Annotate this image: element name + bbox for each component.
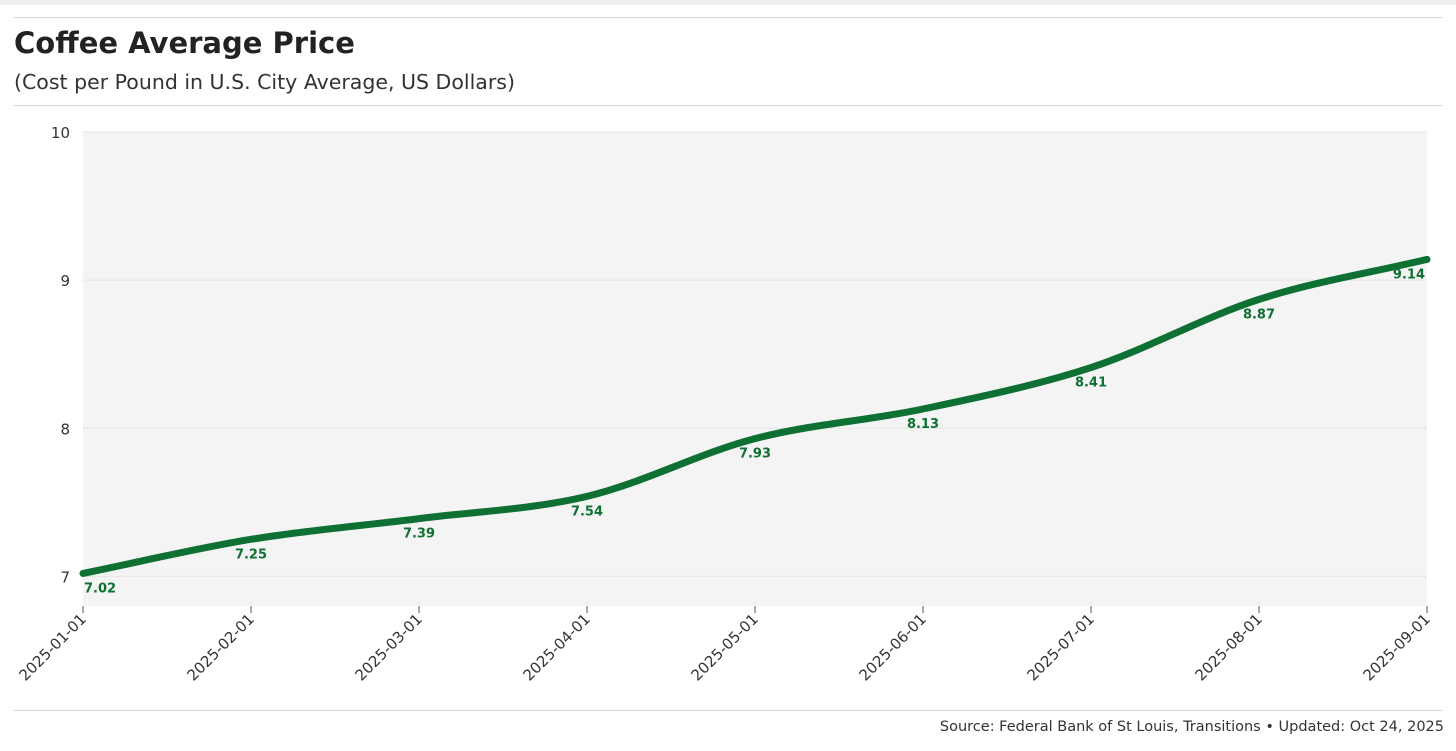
x-tick-label: 2025-04-01 <box>519 610 593 684</box>
y-tick-label: 7 <box>60 568 70 586</box>
footer-separator: • <box>1260 719 1279 735</box>
y-axis-ticks: 7 8 9 10 <box>51 124 70 586</box>
data-label: 9.14 <box>1393 267 1425 282</box>
y-tick-label: 10 <box>51 124 70 142</box>
series-line <box>79 255 1431 577</box>
data-label: 7.02 <box>84 581 116 596</box>
gridlines <box>83 131 1427 577</box>
data-label: 8.87 <box>1243 307 1275 322</box>
data-label: 8.41 <box>1075 376 1107 391</box>
y-tick-label: 8 <box>60 420 70 438</box>
data-label: 7.54 <box>571 504 603 519</box>
x-tick-label: 2025-09-01 <box>1359 610 1433 684</box>
data-label: 7.25 <box>235 547 267 562</box>
x-tick-label: 2025-06-01 <box>855 610 929 684</box>
top-band <box>0 0 1456 5</box>
x-tick-label: 2025-07-01 <box>1023 610 1097 684</box>
x-tick-label: 2025-03-01 <box>351 610 425 684</box>
x-tick-label: 2025-05-01 <box>687 610 761 684</box>
x-tick-label: 2025-02-01 <box>183 610 257 684</box>
source-text: Source: Federal Bank of St Louis, Transi… <box>939 719 1261 735</box>
data-label: 7.39 <box>403 527 435 542</box>
footer-divider <box>14 710 1442 711</box>
plot-background <box>83 132 1427 606</box>
data-label: 7.93 <box>739 447 771 462</box>
chart-title: Coffee Average Price <box>14 26 355 60</box>
y-tick-label: 9 <box>60 272 70 290</box>
x-tick-label: 2025-08-01 <box>1191 610 1265 684</box>
chart-footer: Source: Federal Bank of St Louis, Transi… <box>940 719 1444 735</box>
top-divider <box>14 17 1442 18</box>
data-labels: 7.02 7.25 7.39 7.54 7.93 8.13 8.41 8.87 9.14 <box>84 267 1425 596</box>
header-divider <box>14 105 1442 106</box>
x-axis-ticks: 2025-01-01 2025-02-01 2025-03-01 2025-04-01… <box>15 606 1434 684</box>
chart-subtitle: (Cost per Pound in U.S. City Average, US… <box>14 70 515 94</box>
x-tick-label: 2025-01-01 <box>15 610 89 684</box>
data-label: 8.13 <box>907 417 939 432</box>
updated-text: Updated: Oct 24, 2025 <box>1278 719 1444 735</box>
